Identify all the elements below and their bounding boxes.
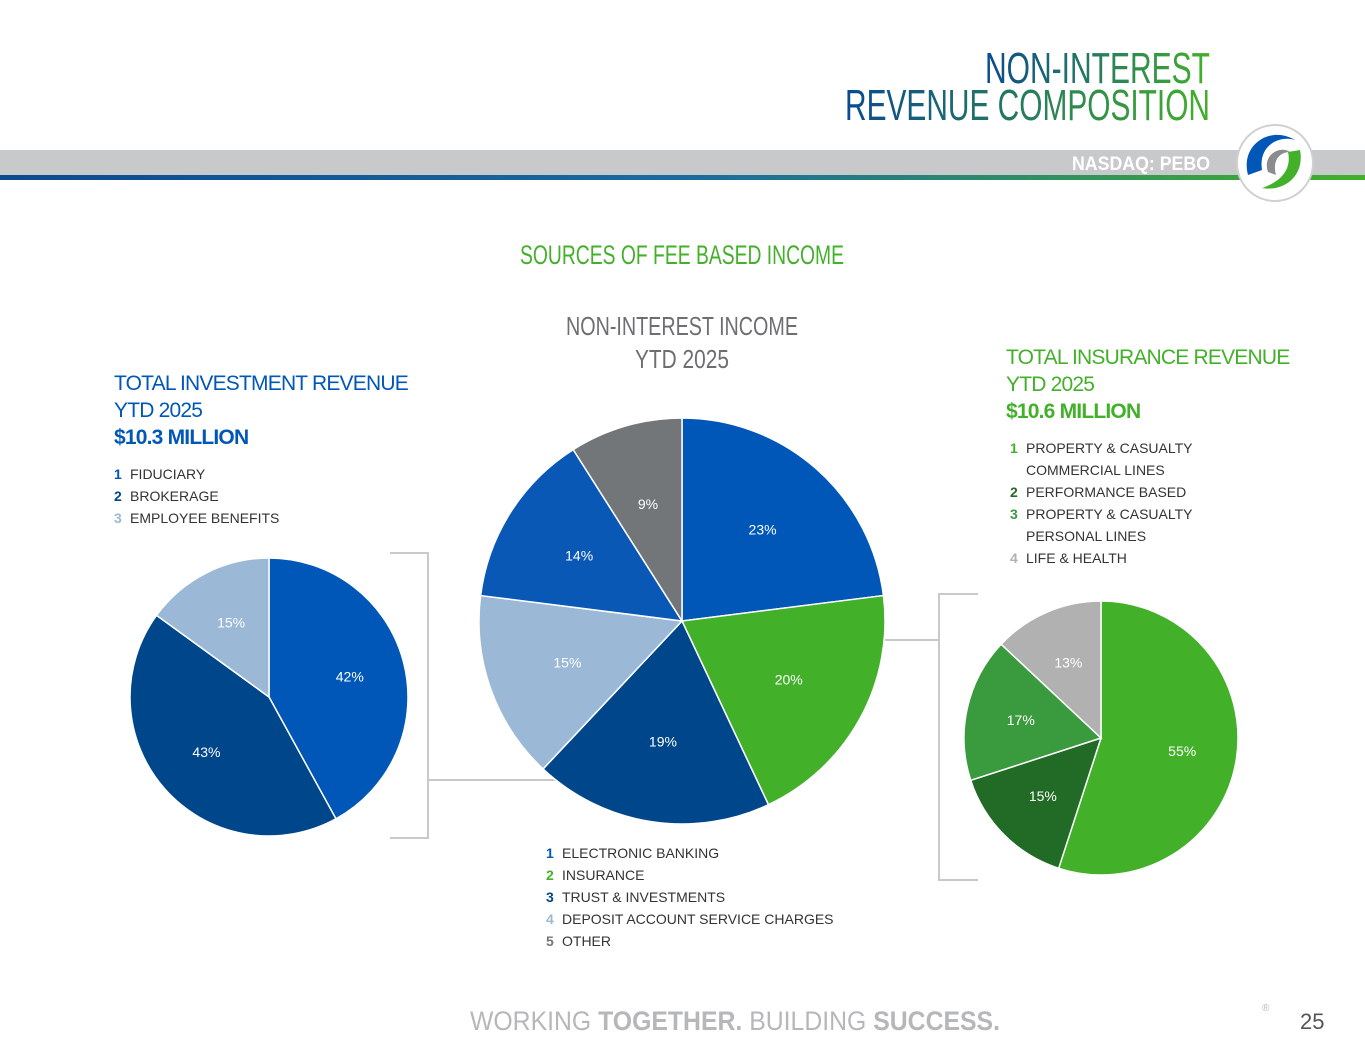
legend-number: 5	[546, 933, 554, 949]
slice-label: 15%	[217, 615, 245, 631]
slice-label: 17%	[1007, 712, 1035, 728]
registered-mark: ®	[1262, 1003, 1270, 1014]
legend-label: LIFE & HEALTH	[1026, 550, 1127, 566]
legend: 1 ELECTRONIC BANKING 2 INSURANCE 3 TRUST & IN…	[546, 842, 846, 952]
chart-title: YTD 2025	[1006, 373, 1095, 396]
pie-slice	[681, 417, 885, 622]
legend-item: 3 EMPLOYEE BENEFITS	[114, 507, 414, 529]
slice-label: 42%	[336, 668, 364, 684]
legend-label: PERFORMANCE BASED	[1026, 484, 1187, 500]
header-bar	[0, 150, 1365, 175]
slice-label: 43%	[192, 744, 220, 760]
legend-item: 1 FIDUCIARY	[114, 463, 414, 485]
legend-number: 1	[114, 466, 122, 482]
chart-title: TOTAL INSURANCE REVENUE	[1006, 346, 1290, 369]
legend-item: 5 OTHER	[546, 930, 846, 952]
pie-slice	[155, 557, 270, 699]
legend-label: FIDUCIARY	[130, 466, 206, 482]
slice-label: 15%	[553, 654, 581, 670]
pie-slice	[129, 614, 337, 837]
pie-slice	[268, 557, 409, 820]
legend-item: 4 DEPOSIT ACCOUNT SERVICE CHARGES	[546, 908, 846, 930]
slice-label: 55%	[1168, 743, 1196, 759]
legend-label: DEPOSIT ACCOUNT SERVICE CHARGES	[562, 911, 834, 927]
slogan-part: WORKING	[470, 1006, 591, 1036]
pie-slice	[541, 619, 770, 825]
header-title: NON-INTEREST	[985, 44, 1210, 93]
chart-heading: TOTAL INVESTMENT REVENUE YTD 2025 $10.3 MI…	[114, 370, 409, 451]
legend-label: PROPERTY & CASUALTY COMMERCIAL LINES	[1026, 440, 1193, 478]
legend-number: 3	[114, 510, 122, 526]
slogan-part: BUILDING	[749, 1006, 866, 1036]
slice-label: 23%	[749, 522, 777, 538]
slice-label: 20%	[775, 672, 803, 688]
chart-total: $10.6 MILLION	[1006, 400, 1141, 423]
legend-item: 1 PROPERTY & CASUALTY COMMERCIAL LINES	[1010, 437, 1200, 481]
legend-number: 1	[1010, 440, 1018, 456]
logo	[1236, 124, 1314, 202]
section-title: SOURCES OF FEE BASED INCOME	[520, 240, 844, 270]
legend-label: OTHER	[562, 933, 611, 949]
pie-slice	[969, 736, 1103, 870]
ticker: NASDAQ: PEBO	[1072, 154, 1210, 175]
chart-title: TOTAL INVESTMENT REVENUE	[114, 372, 409, 395]
chart-title: NON-INTEREST INCOME	[566, 311, 798, 341]
legend-number: 3	[1010, 506, 1018, 522]
slogan: WORKING TOGETHER. BUILDING SUCCESS.	[470, 1006, 1000, 1036]
legend-item: 2 BROKERAGE	[114, 485, 414, 507]
legend-label: BROKERAGE	[130, 488, 219, 504]
chart-title: YTD 2025	[635, 344, 729, 374]
legend-number: 4	[1010, 550, 1018, 566]
legend-number: 4	[546, 911, 554, 927]
chart-heading: TOTAL INSURANCE REVENUE YTD 2025 $10.6 MIL…	[1006, 344, 1290, 425]
pie-slice	[478, 594, 684, 771]
page-number: 25	[1300, 1009, 1324, 1034]
legend-item: 2 INSURANCE	[546, 864, 846, 886]
slice-label: 19%	[649, 733, 677, 749]
legend-number: 3	[546, 889, 554, 905]
legend-label: EMPLOYEE BENEFITS	[130, 510, 280, 526]
pie-slice	[572, 417, 683, 624]
legend-item: 2 PERFORMANCE BASED	[1010, 481, 1200, 503]
legend: 1 PROPERTY & CASUALTY COMMERCIAL LINES 2 PE…	[1010, 437, 1310, 569]
pie-slice	[963, 643, 1103, 782]
legend-number: 2	[546, 867, 554, 883]
legend-label: PROPERTY & CASUALTY PERSONAL LINES	[1026, 506, 1193, 544]
pie-slice	[680, 594, 886, 806]
legend-label: ELECTRONIC BANKING	[562, 845, 720, 861]
legend-item: 1 ELECTRONIC BANKING	[546, 842, 846, 864]
slogan-part: SUCCESS.	[873, 1006, 1000, 1036]
legend-item: 3 TRUST & INVESTMENTS	[546, 886, 846, 908]
legend-number: 2	[1010, 484, 1018, 500]
pie-slice	[1057, 600, 1239, 876]
pie-slice	[1000, 600, 1102, 740]
slogan-part: TOGETHER.	[598, 1006, 742, 1036]
legend-number: 2	[114, 488, 122, 504]
legend-label: TRUST & INVESTMENTS	[562, 889, 726, 905]
legend-number: 1	[546, 845, 554, 861]
pie-slice	[479, 448, 684, 622]
chart-title: YTD 2025	[114, 399, 203, 422]
slice-label: 9%	[638, 496, 658, 512]
slice-label: 15%	[1029, 788, 1057, 804]
legend-item: 4 LIFE & HEALTH	[1010, 547, 1200, 569]
legend: 1 FIDUCIARY 2 BROKERAGE 3 EMPLOYEE BENEFITS	[114, 463, 414, 529]
chart-total: $10.3 MILLION	[114, 426, 249, 449]
legend-label: INSURANCE	[562, 867, 645, 883]
header-title: REVENUE COMPOSITION	[845, 81, 1210, 130]
slice-label: 13%	[1054, 655, 1082, 671]
legend-item: 3 PROPERTY & CASUALTY PERSONAL LINES	[1010, 503, 1200, 547]
header-stripe	[0, 175, 1365, 180]
slice-label: 14%	[565, 548, 593, 564]
